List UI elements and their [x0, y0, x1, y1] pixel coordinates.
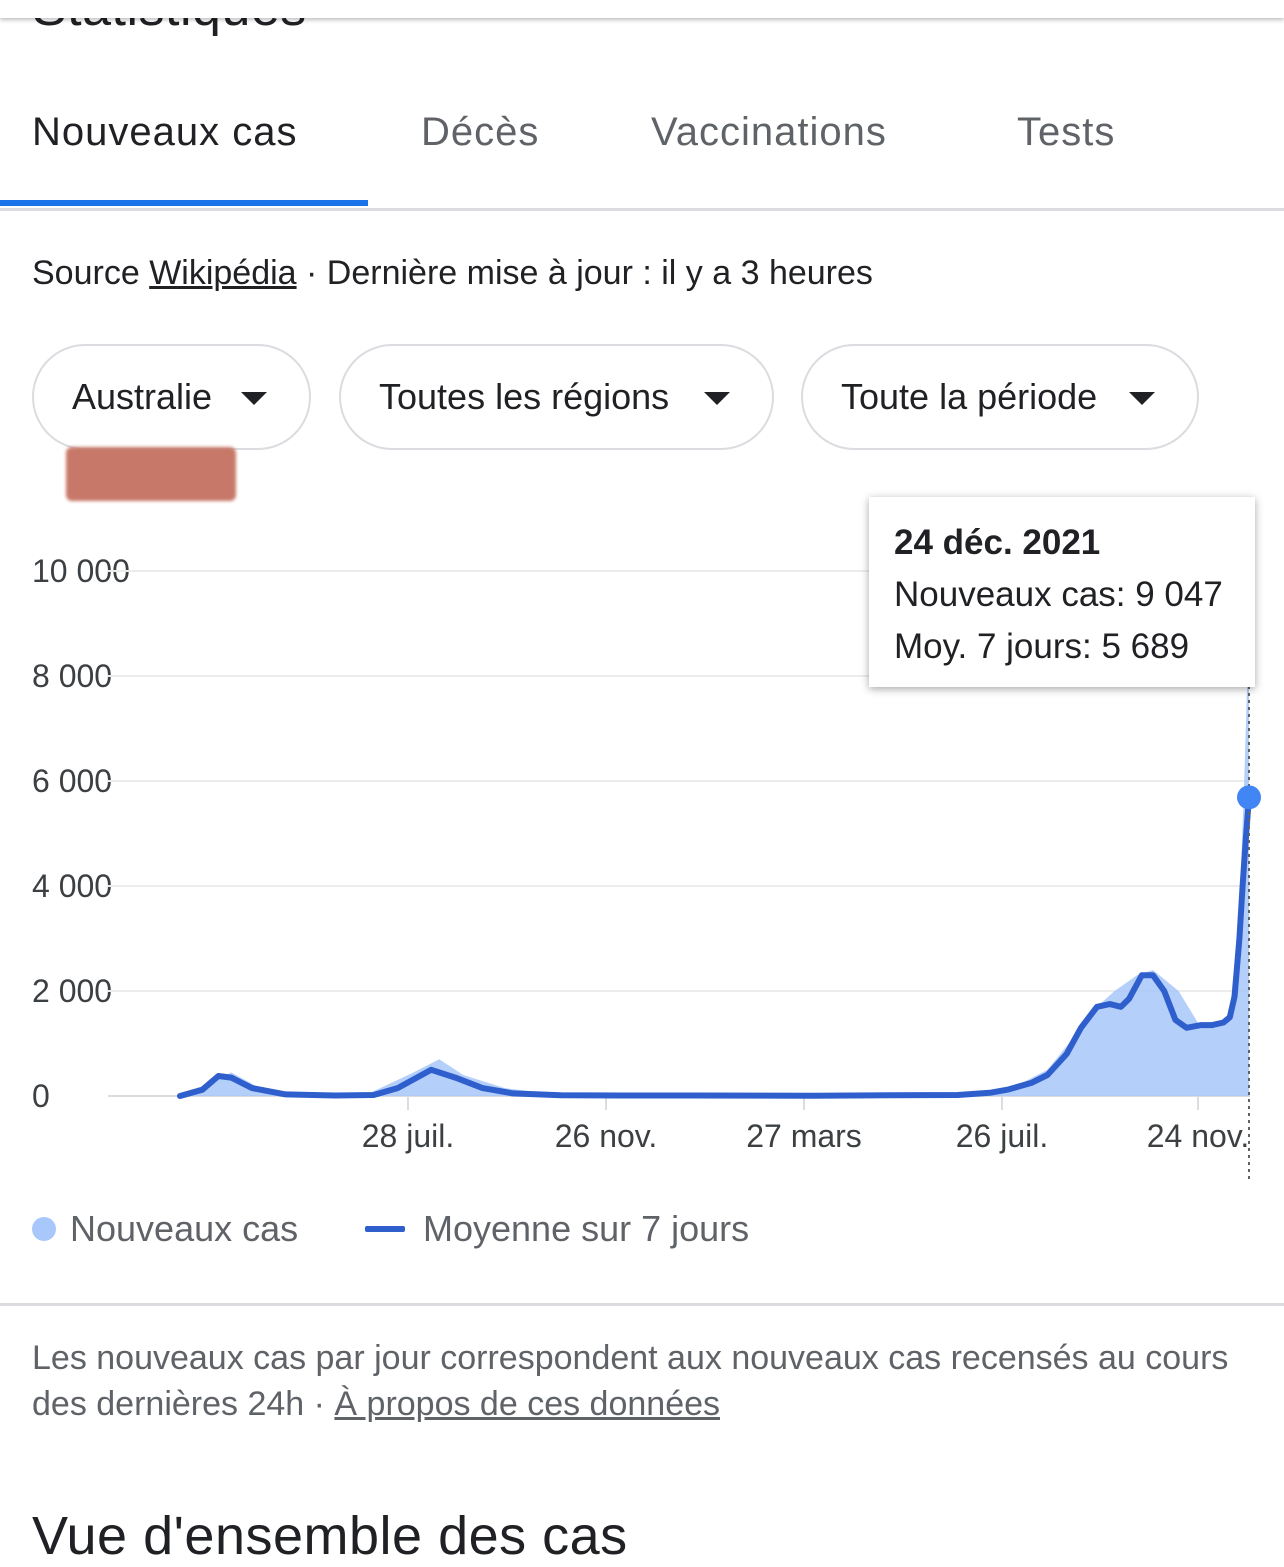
tab-deaths[interactable]: Décès [421, 110, 540, 154]
x-tick-label: 24 nov. [1146, 1118, 1250, 1154]
period-dropdown-label: Toute la période [841, 376, 1098, 417]
legend-new-cases: Nouveaux cas [32, 1208, 298, 1250]
country-dropdown-label: Australie [72, 376, 213, 417]
dropdown-arrow-icon [704, 392, 730, 405]
seven-day-average-line [177, 794, 1252, 1099]
x-tick-label: 27 mars [746, 1118, 862, 1154]
source-line: Source Wikipédia · Dernière mise à jour … [32, 254, 873, 293]
x-tick-label: 26 juil. [955, 1118, 1049, 1154]
region-dropdown[interactable]: Toutes les régions [339, 344, 774, 450]
period-dropdown[interactable]: Toute la période [801, 344, 1199, 450]
cases-overview-title: Vue d'ensemble des cas [32, 1506, 628, 1566]
note-text: Les nouveaux cas par jour correspondent … [32, 1339, 1229, 1423]
legend-new-cases-label: Nouveaux cas [70, 1208, 299, 1249]
tab-new-cases[interactable]: Nouveaux cas [32, 110, 298, 154]
y-tick-label: 4 000 [32, 868, 113, 904]
x-tick-label: 26 nov. [554, 1118, 658, 1154]
region-dropdown-label: Toutes les régions [379, 376, 670, 417]
hover-point [1237, 785, 1261, 810]
legend-average: Moyenne sur 7 jours [365, 1208, 749, 1250]
legend-average-label: Moyenne sur 7 jours [423, 1208, 750, 1249]
legend-dot-icon [32, 1217, 56, 1241]
x-tick-label: 28 juil. [361, 1118, 455, 1154]
tab-tests[interactable]: Tests [1017, 110, 1116, 154]
tab-vaccinations[interactable]: Vaccinations [651, 110, 887, 154]
chart-tooltip: 24 déc. 2021 Nouveaux cas: 9 047 Moy. 7 … [869, 497, 1255, 687]
source-link[interactable]: Wikipédia [149, 254, 297, 292]
last-updated: · Dernière mise à jour : il y a 3 heures [296, 254, 873, 292]
divider [0, 1303, 1284, 1306]
source-prefix: Source [32, 254, 150, 292]
dropdown-arrow-icon [1129, 392, 1155, 405]
redaction-mark [66, 447, 236, 501]
tab-bar: Nouveaux cas Décès Vaccinations Tests [0, 80, 1284, 211]
active-tab-indicator [0, 200, 368, 206]
tooltip-new-cases: Nouveaux cas: 9 047 [894, 575, 1223, 614]
new-cases-area [180, 621, 1249, 1096]
y-tick-label: 6 000 [32, 763, 113, 799]
top-bar [0, 0, 1284, 18]
note-separator: · [304, 1385, 335, 1423]
y-tick-label: 8 000 [32, 658, 113, 694]
data-note: Les nouveaux cas par jour correspondent … [32, 1335, 1252, 1427]
tooltip-date: 24 déc. 2021 [894, 523, 1101, 562]
dropdown-arrow-icon [241, 392, 267, 405]
y-tick-label: 2 000 [32, 973, 113, 1009]
tooltip-average: Moy. 7 jours: 5 689 [894, 627, 1190, 666]
legend-line-icon [365, 1226, 405, 1232]
y-tick-label: 0 [32, 1078, 50, 1114]
country-dropdown[interactable]: Australie [32, 344, 311, 450]
about-data-link[interactable]: À propos de ces données [334, 1385, 721, 1423]
